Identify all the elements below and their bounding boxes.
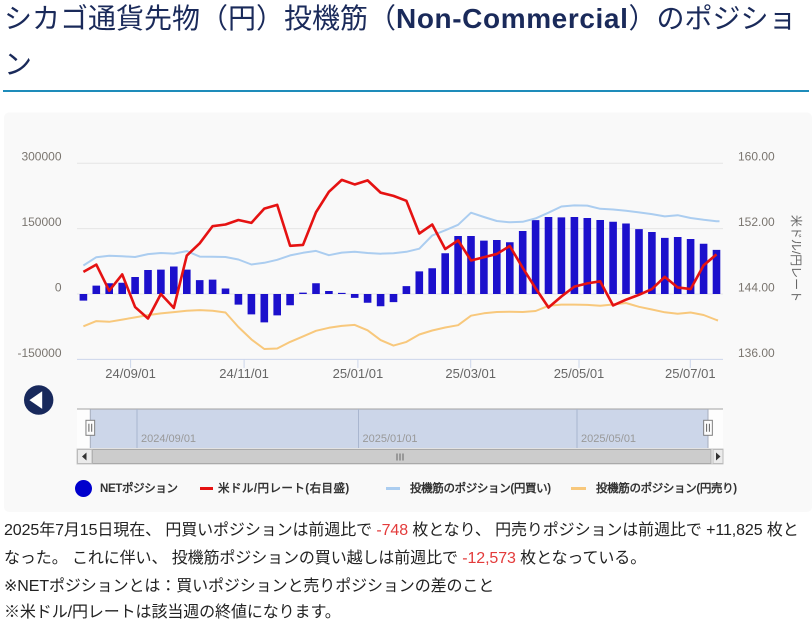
svg-text:144.00: 144.00: [738, 281, 775, 295]
svg-text:24/09/01: 24/09/01: [105, 366, 156, 381]
svg-text:2025/05/01: 2025/05/01: [581, 433, 636, 445]
svg-text:0: 0: [55, 281, 62, 295]
svg-text:25/07/01: 25/07/01: [665, 366, 716, 381]
svg-text:152.00: 152.00: [738, 215, 775, 229]
svg-text:25/01/01: 25/01/01: [333, 366, 384, 381]
svg-text:-150000: -150000: [17, 346, 61, 360]
svg-text:136.00: 136.00: [738, 346, 775, 360]
svg-text:米ドル/円レート: 米ドル/円レート: [789, 215, 803, 302]
svg-text:160.00: 160.00: [738, 150, 775, 164]
svg-text:2025/01/01: 2025/01/01: [363, 433, 418, 445]
svg-text:25/05/01: 25/05/01: [554, 366, 605, 381]
svg-text:25/03/01: 25/03/01: [445, 366, 496, 381]
svg-text:24/11/01: 24/11/01: [219, 366, 269, 381]
svg-text:2024/09/01: 2024/09/01: [141, 433, 196, 445]
svg-text:300000: 300000: [21, 150, 61, 164]
svg-text:150000: 150000: [21, 215, 61, 229]
